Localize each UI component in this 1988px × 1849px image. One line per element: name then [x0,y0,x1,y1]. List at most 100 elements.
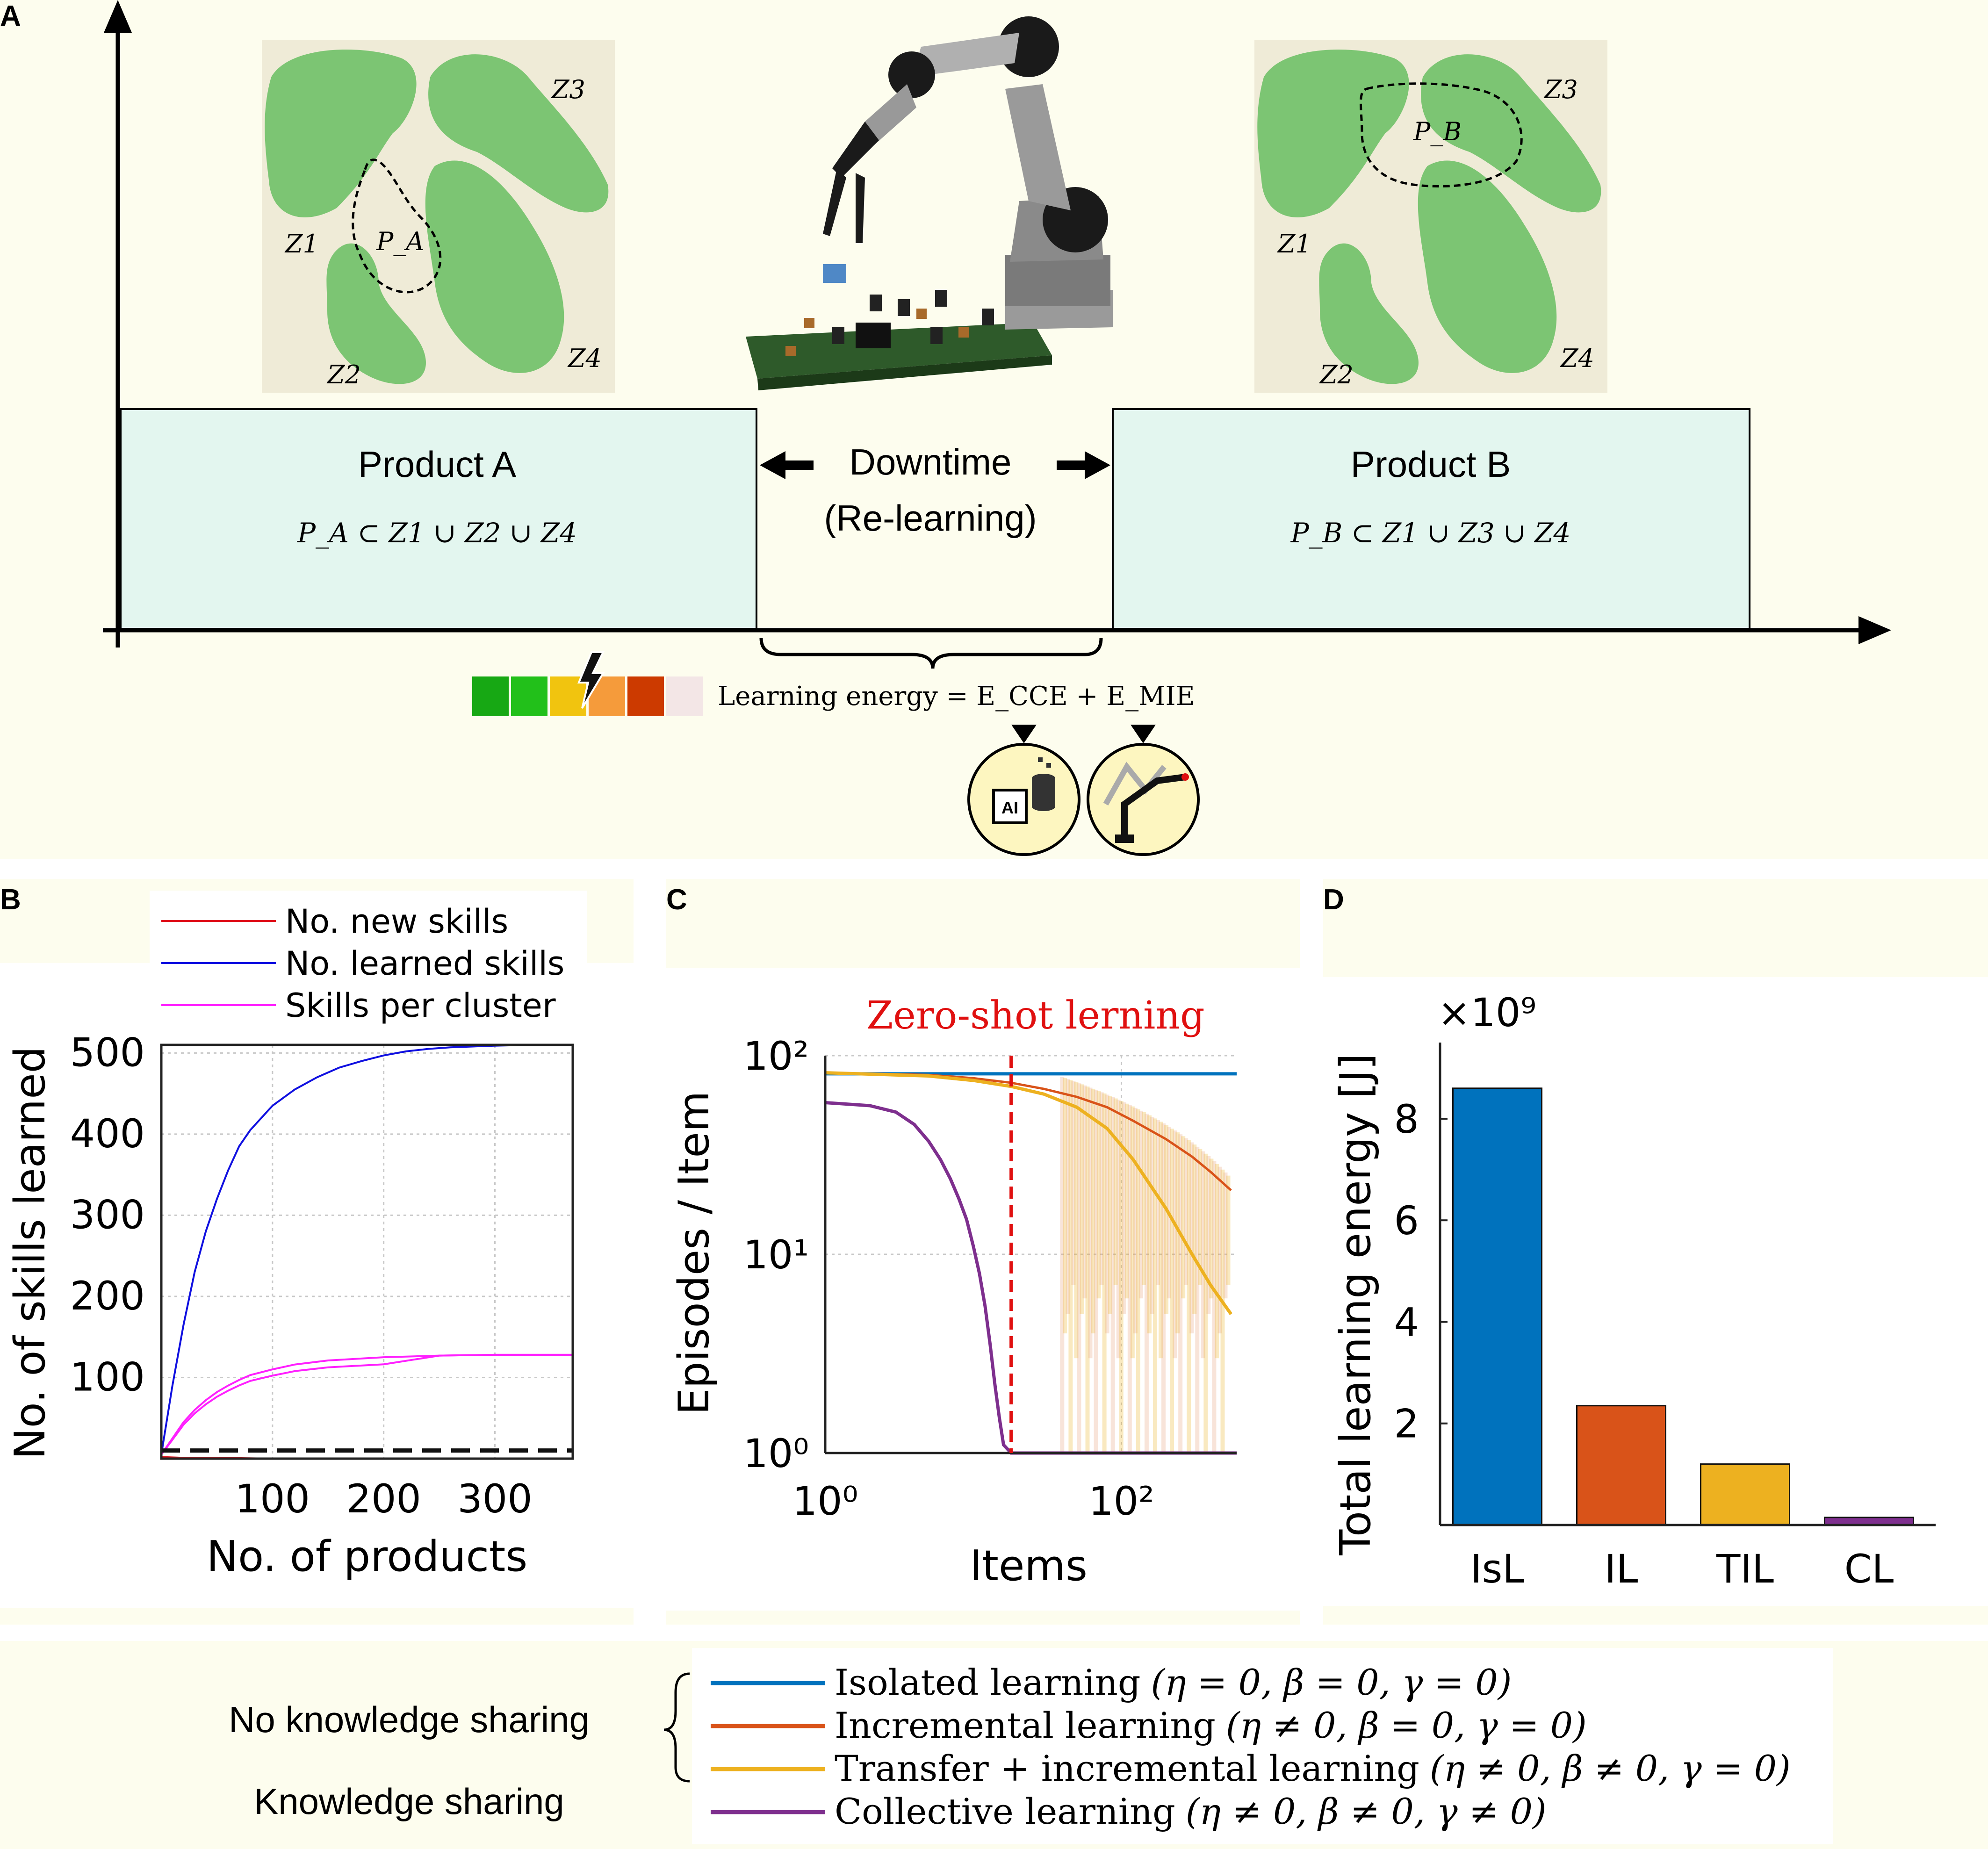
c-series-1 [825,1072,1232,1191]
legend-brace [663,1672,690,1783]
energy-formula: Learning energy = E_CCE + E_MIE [718,681,1195,712]
cluster-a-z2: Z2 [326,360,361,389]
legend-item-name: Transfer + incremental learning [835,1748,1419,1789]
c-ylabel: Episodes / Item [670,1091,719,1415]
b-xtick-label: 300 [457,1476,532,1522]
b-xlabel: No. of products [207,1532,527,1581]
product-b-formula: P_B ⊂ Z1 ∪ Z3 ∪ Z4 [1290,517,1571,549]
d-ytick-label: 4 [1394,1299,1419,1345]
cluster-b-z3: Z3 [1543,75,1578,104]
product-b-box [1112,408,1750,630]
cluster-a-z1: Z1 [284,229,319,259]
b-ytick-label: 300 [70,1192,145,1237]
c-ytick-label: 10² [743,1033,809,1079]
panel-c-label: C [666,884,687,916]
c-xtick-label: 10² [1088,1478,1154,1524]
d-ytick-label: 8 [1394,1096,1419,1142]
b-xtick-label: 200 [346,1476,421,1522]
c-xtick-label: 10⁰ [792,1478,858,1524]
energy-scale [472,676,703,716]
b-ylabel: No. of skills learned [6,1046,55,1459]
b-ytick-label: 500 [70,1029,145,1075]
chart-total-learning-energy: IsL IL TIL CL 2 4 6 8 ×10⁹ Total learning energy … [1331,990,1936,1592]
legend-item-2: Transfer + incremental learning (η ≠ 0, β… [835,1748,1791,1789]
energy-level-2 [511,676,547,716]
legend-item-params: (η ≠ 0, β = 0, γ = 0) [1226,1705,1587,1746]
y-axis-arrowhead [104,0,132,33]
panel-d-label: D [1323,884,1344,916]
b-series-1 [160,1044,573,1455]
chart-skills-learned: 100 200 300 100 200 300 400 500 No. of products N… [6,891,587,1581]
panel-a-label: A [0,0,21,32]
d-bar-IsL [1452,1087,1542,1526]
no-knowledge-sharing-label: No knowledge sharing [229,1699,590,1740]
c-xlabel: Items [970,1541,1088,1590]
b-legend-box [150,891,587,1031]
d-xtick-label: TIL [1716,1546,1774,1592]
robot-arm-illustration [746,16,1113,390]
c-series-2 [825,1071,1232,1315]
legend-item-params: (η ≠ 0, β ≠ 0, γ ≠ 0) [1186,1791,1547,1832]
product-a-box [120,408,757,630]
cluster-b-z1: Z1 [1277,229,1311,259]
energy-level-6 [666,676,703,716]
b-ytick-label: 400 [70,1111,145,1157]
lightning-icon [577,651,605,709]
b-series-2-variant [160,1353,573,1455]
d-xtick-label: IL [1605,1546,1638,1592]
product-b-title: Product B [1351,444,1511,485]
panel-b-plot-bg [0,963,634,1608]
legend-item-name: Isolated learning [835,1662,1141,1703]
b-ytick-label: 100 [70,1354,145,1400]
product-a-formula: P_A ⊂ Z1 ∪ Z2 ∪ Z4 [297,517,577,549]
c-zero-shot-label: Zero-shot lerning [866,993,1204,1038]
knowledge-sharing-label: Knowledge sharing [254,1781,564,1822]
b-legend-label: No. new skills [285,902,508,941]
d-bar-IL [1576,1405,1666,1526]
d-multiplier: ×10⁹ [1438,990,1536,1036]
legend-item-name: Collective learning [835,1791,1175,1832]
c-ytick-label: 10¹ [743,1232,809,1278]
x-axis-arrowhead [1858,616,1891,644]
product-a-title: Product A [358,444,516,485]
downtime-arrows [760,451,1110,479]
d-xtick-label: IsL [1470,1546,1525,1592]
cluster-b-z4: Z4 [1560,344,1594,373]
robot-arm-trajectory-icon [1087,725,1200,856]
legend-item-params: (η ≠ 0, β ≠ 0, γ = 0) [1430,1748,1791,1789]
b-axes-box [160,1043,574,1460]
d-ytick-label: 6 [1394,1198,1419,1244]
c-ytick-label: 10⁰ [743,1431,809,1476]
c-variance-shading [1060,1077,1231,1453]
ai-database-icon: AI [967,725,1080,856]
cluster-a-z4: Z4 [567,344,602,373]
ai-chip-label: AI [1001,798,1018,817]
legend-item-params: (η = 0, β = 0, γ = 0) [1151,1662,1512,1703]
legend-item-name: Incremental learning [835,1705,1216,1746]
cluster-map-product-b: Z1 Z2 Z3 Z4 P_B [1254,40,1607,393]
cluster-map-product-a: Z1 Z2 Z3 Z4 P_A [262,40,615,393]
b-ytick-label: 200 [70,1273,145,1319]
d-ytick-label: 2 [1394,1401,1419,1447]
d-ylabel: Total learning energy [J] [1331,1053,1380,1556]
cluster-b-z2: Z2 [1319,360,1354,389]
cluster-b-product: P_B [1413,117,1462,146]
d-bar-TIL [1700,1463,1790,1526]
energy-level-1 [472,676,509,716]
panel-b-label: B [0,884,21,916]
relearning-label: (Re-learning) [824,497,1037,539]
legend-item-0: Isolated learning (η = 0, β = 0, γ = 0) [835,1662,1512,1703]
legend-item-3: Collective learning (η ≠ 0, β ≠ 0, γ ≠ 0) [835,1791,1547,1832]
b-xtick-label: 100 [235,1476,310,1522]
energy-level-5 [627,676,664,716]
downtime-brace [759,638,1103,669]
cluster-a-product: P_A [376,227,424,256]
bottom-legend-items: Isolated learning (η = 0, β = 0, γ = 0)In… [711,1662,1791,1832]
b-legend-label: Skills per cluster [285,986,556,1025]
cluster-a-z3: Z3 [551,75,585,104]
bottom-legend-box [692,1648,1833,1844]
b-series-2 [160,1353,573,1455]
d-xtick-label: CL [1844,1546,1894,1592]
